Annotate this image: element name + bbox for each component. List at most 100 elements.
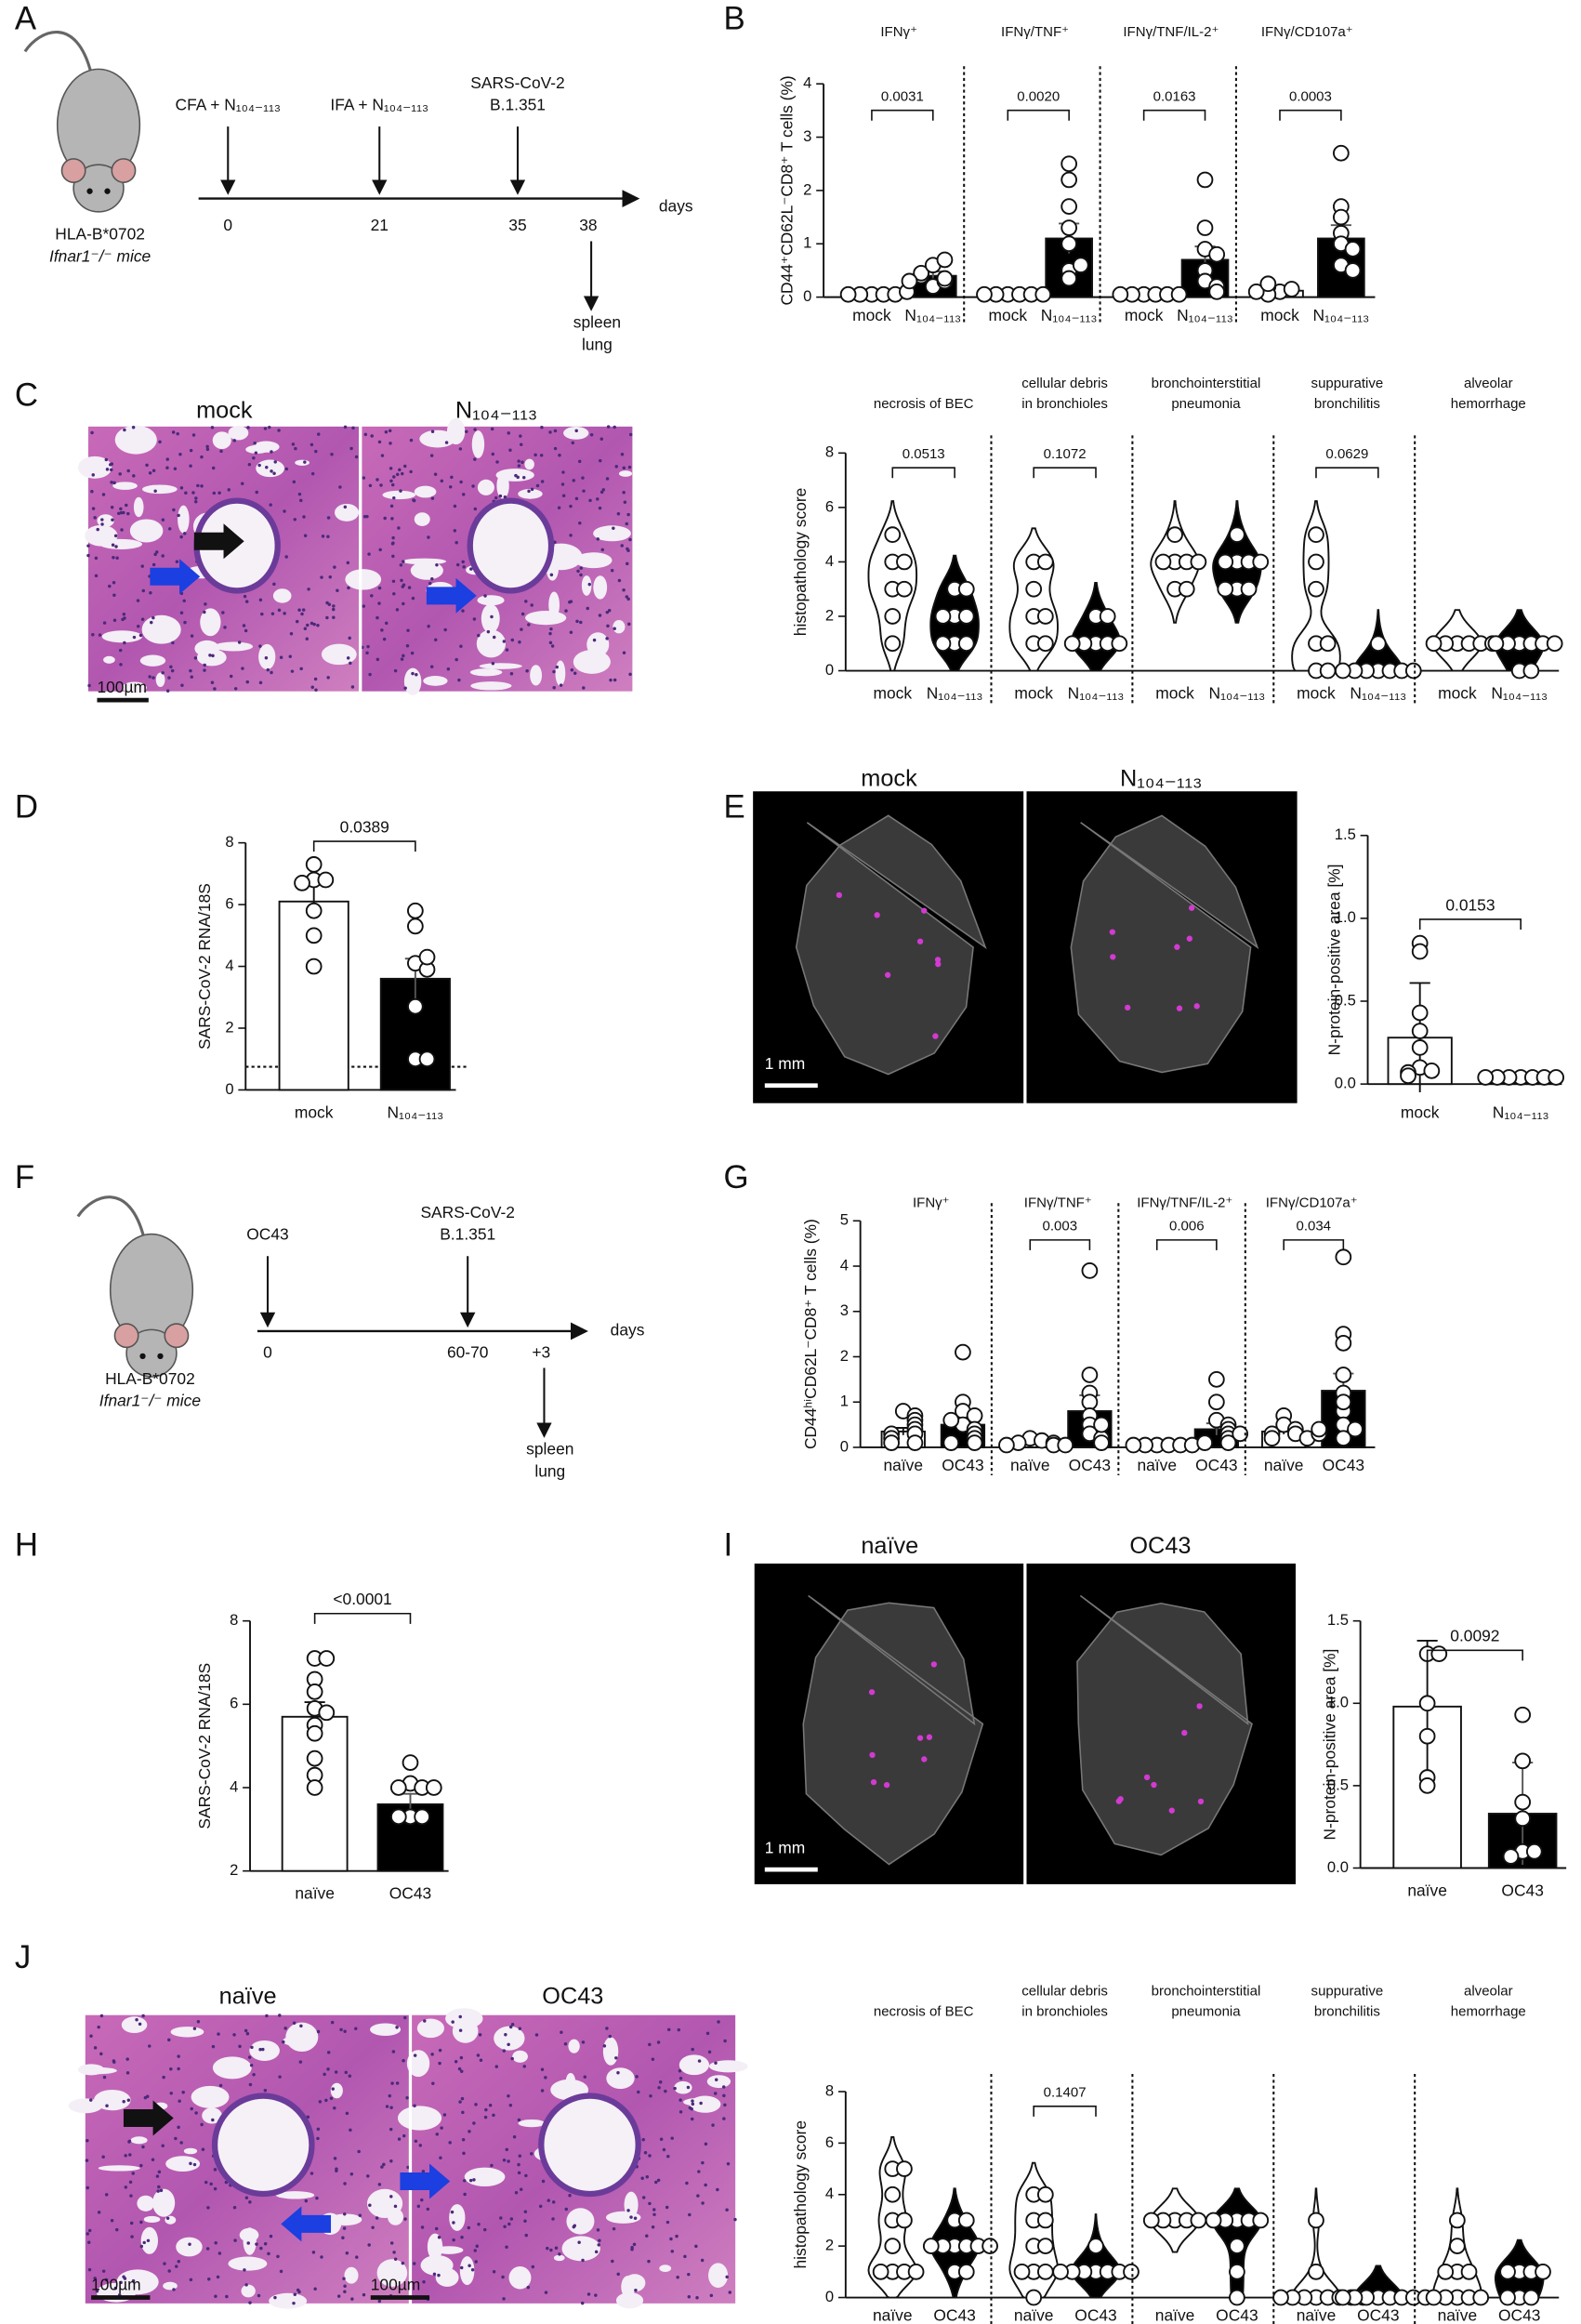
nucleus xyxy=(331,607,336,612)
event-label: SARS-CoV-2 xyxy=(420,1203,514,1221)
nucleus xyxy=(626,548,630,552)
nucleus xyxy=(244,2196,249,2200)
x-tick-label: N₁₀₄₋₁₁₃ xyxy=(1350,683,1406,702)
nucleus xyxy=(579,573,583,577)
nucleus xyxy=(367,552,371,556)
nucleus xyxy=(316,2127,321,2132)
nucleus xyxy=(246,2241,250,2245)
nucleus xyxy=(326,2051,331,2054)
nucleus xyxy=(389,2127,393,2132)
nucleus xyxy=(138,2022,142,2027)
nucleus xyxy=(257,2293,261,2298)
nucleus xyxy=(269,2234,273,2238)
nucleus xyxy=(490,427,494,431)
nucleus xyxy=(200,484,204,488)
nucleus xyxy=(551,2200,556,2204)
data-point xyxy=(305,957,323,975)
data-point xyxy=(957,608,975,625)
airspace xyxy=(414,485,437,498)
nucleus xyxy=(616,511,621,516)
nucleus xyxy=(232,439,237,442)
nucleus xyxy=(86,553,90,558)
nucleus xyxy=(254,451,258,455)
y-axis-title: N-protein-positive area [%] xyxy=(1321,1649,1339,1841)
nucleus xyxy=(93,516,97,520)
nucleus xyxy=(454,2060,458,2064)
nucleus xyxy=(204,602,207,606)
nucleus xyxy=(244,600,249,603)
nucleus xyxy=(440,479,444,483)
nucleus xyxy=(544,2076,547,2080)
violin xyxy=(1071,581,1121,672)
nucleus xyxy=(405,2095,409,2100)
nucleus xyxy=(370,434,374,438)
nucleus xyxy=(488,2104,493,2107)
nucleus xyxy=(400,578,403,583)
p-value: 0.0513 xyxy=(902,446,945,462)
nucleus xyxy=(146,2238,151,2243)
n-protein-spot xyxy=(868,1689,876,1696)
p-value: 0.006 xyxy=(1169,1219,1205,1235)
mouse-tail xyxy=(23,31,93,74)
nucleus xyxy=(118,472,122,476)
nucleus xyxy=(98,633,102,637)
airspace xyxy=(471,430,485,458)
x-tick-label: mock xyxy=(1155,683,1194,702)
nucleus xyxy=(462,2151,466,2156)
data-point xyxy=(1335,1393,1352,1411)
nucleus xyxy=(403,686,407,691)
image-label: mock xyxy=(861,765,917,791)
event-label: B.1.351 xyxy=(440,1225,495,1244)
subplot-title: IFNγ⁺ xyxy=(880,24,917,40)
nucleus xyxy=(232,2205,237,2210)
nucleus xyxy=(227,488,231,492)
nucleus xyxy=(402,601,405,606)
nucleus xyxy=(458,447,463,451)
nucleus xyxy=(510,638,515,642)
nucleus xyxy=(522,2065,526,2068)
nucleus xyxy=(377,2299,382,2304)
nucleus xyxy=(505,2245,508,2250)
nucleus xyxy=(582,686,586,690)
nucleus xyxy=(382,637,387,641)
nucleus xyxy=(432,2272,437,2277)
nucleus xyxy=(297,608,301,612)
airspace xyxy=(573,650,611,674)
nucleus xyxy=(697,2059,702,2063)
nucleus xyxy=(450,2210,455,2214)
nucleus xyxy=(412,498,415,502)
nucleus xyxy=(345,2251,349,2255)
p-value: 0.0092 xyxy=(1450,1627,1499,1645)
data-point xyxy=(317,871,335,889)
data-point xyxy=(1196,219,1214,236)
nucleus xyxy=(517,2171,521,2175)
nucleus xyxy=(291,442,296,446)
data-point xyxy=(1259,275,1277,293)
nucleus xyxy=(282,2040,285,2044)
nucleus xyxy=(401,471,404,476)
nucleus xyxy=(443,627,447,632)
nucleus xyxy=(389,2241,394,2245)
nucleus xyxy=(289,631,294,636)
nucleus xyxy=(295,619,299,624)
subplot-title: bronchilitis xyxy=(1314,2004,1380,2020)
airspace xyxy=(249,2040,280,2061)
nucleus xyxy=(415,673,418,677)
nucleus xyxy=(108,584,112,588)
nucleus xyxy=(733,2217,737,2222)
scale-bar-label: 1 mm xyxy=(765,1839,805,1857)
airspace xyxy=(137,2195,155,2212)
data-point xyxy=(896,553,913,571)
nucleus xyxy=(673,2086,677,2091)
x-tick-label: N₁₀₄₋₁₁₃ xyxy=(904,306,961,324)
nucleus xyxy=(193,499,198,504)
y-tick-label: 6 xyxy=(825,2133,834,2151)
nucleus xyxy=(259,2246,263,2251)
nucleus xyxy=(676,2275,679,2279)
nucleus xyxy=(502,640,507,643)
nucleus xyxy=(457,678,461,682)
subplot-title: hemorrhage xyxy=(1451,2004,1526,2020)
nucleus xyxy=(503,2225,507,2229)
nucleus xyxy=(331,2087,335,2091)
nucleus xyxy=(204,2180,208,2185)
